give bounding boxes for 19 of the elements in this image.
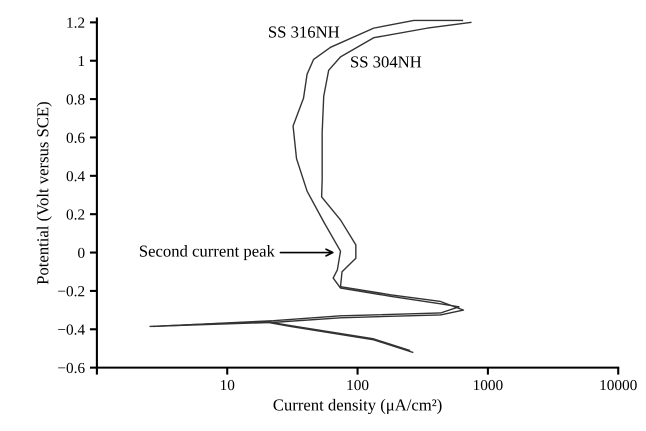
y-tick-label: 1 [78, 56, 84, 66]
y-tick-label: 0.2 [66, 209, 84, 220]
y-tick-label: −0.2 [58, 286, 84, 296]
y-tick-label: 1.2 [67, 18, 84, 28]
x-tick-label: 10 [220, 380, 234, 390]
y-tick-label: 0 [78, 248, 85, 258]
series-label: SS 316NH [269, 26, 340, 38]
y-tick-label: −0.4 [58, 324, 85, 335]
y-tick-label: 0.4 [66, 170, 85, 182]
annotation: Second current peak [140, 244, 275, 260]
x-tick-label: 10000 [600, 380, 637, 390]
x-tick-label: 100 [347, 380, 368, 390]
x-tick-label: 1000 [474, 380, 503, 390]
y-tick-label: −0.6 [58, 362, 85, 374]
series-label: SS 304NH [351, 56, 422, 68]
y-tick-label: 0.8 [66, 94, 85, 105]
y-tick-label: 0.6 [66, 132, 85, 143]
x-axis-title: Current density (μA/cm²) [274, 398, 442, 414]
y-axis-title: Potential (Volt versus SCE) [36, 102, 52, 284]
